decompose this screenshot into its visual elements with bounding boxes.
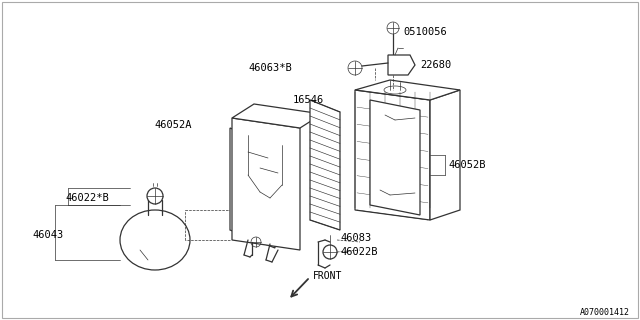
Text: FRONT: FRONT — [313, 271, 342, 281]
Text: 46052A: 46052A — [154, 120, 192, 130]
Text: 46043: 46043 — [32, 230, 63, 240]
Text: 0510056: 0510056 — [403, 27, 447, 37]
Text: 46022B: 46022B — [340, 247, 378, 257]
Polygon shape — [232, 118, 300, 250]
Polygon shape — [232, 104, 322, 128]
Polygon shape — [230, 128, 275, 248]
Text: 46083: 46083 — [340, 233, 371, 243]
Polygon shape — [310, 100, 340, 230]
Text: A070001412: A070001412 — [580, 308, 630, 317]
Polygon shape — [355, 80, 460, 100]
Polygon shape — [355, 90, 430, 220]
Polygon shape — [370, 100, 420, 215]
Text: 46052B: 46052B — [448, 160, 486, 170]
Text: 16546: 16546 — [292, 95, 324, 105]
Text: 22680: 22680 — [420, 60, 451, 70]
Text: 46063*B: 46063*B — [248, 63, 292, 73]
Text: 46022*B: 46022*B — [65, 193, 109, 203]
Polygon shape — [388, 55, 415, 75]
Polygon shape — [430, 90, 460, 220]
